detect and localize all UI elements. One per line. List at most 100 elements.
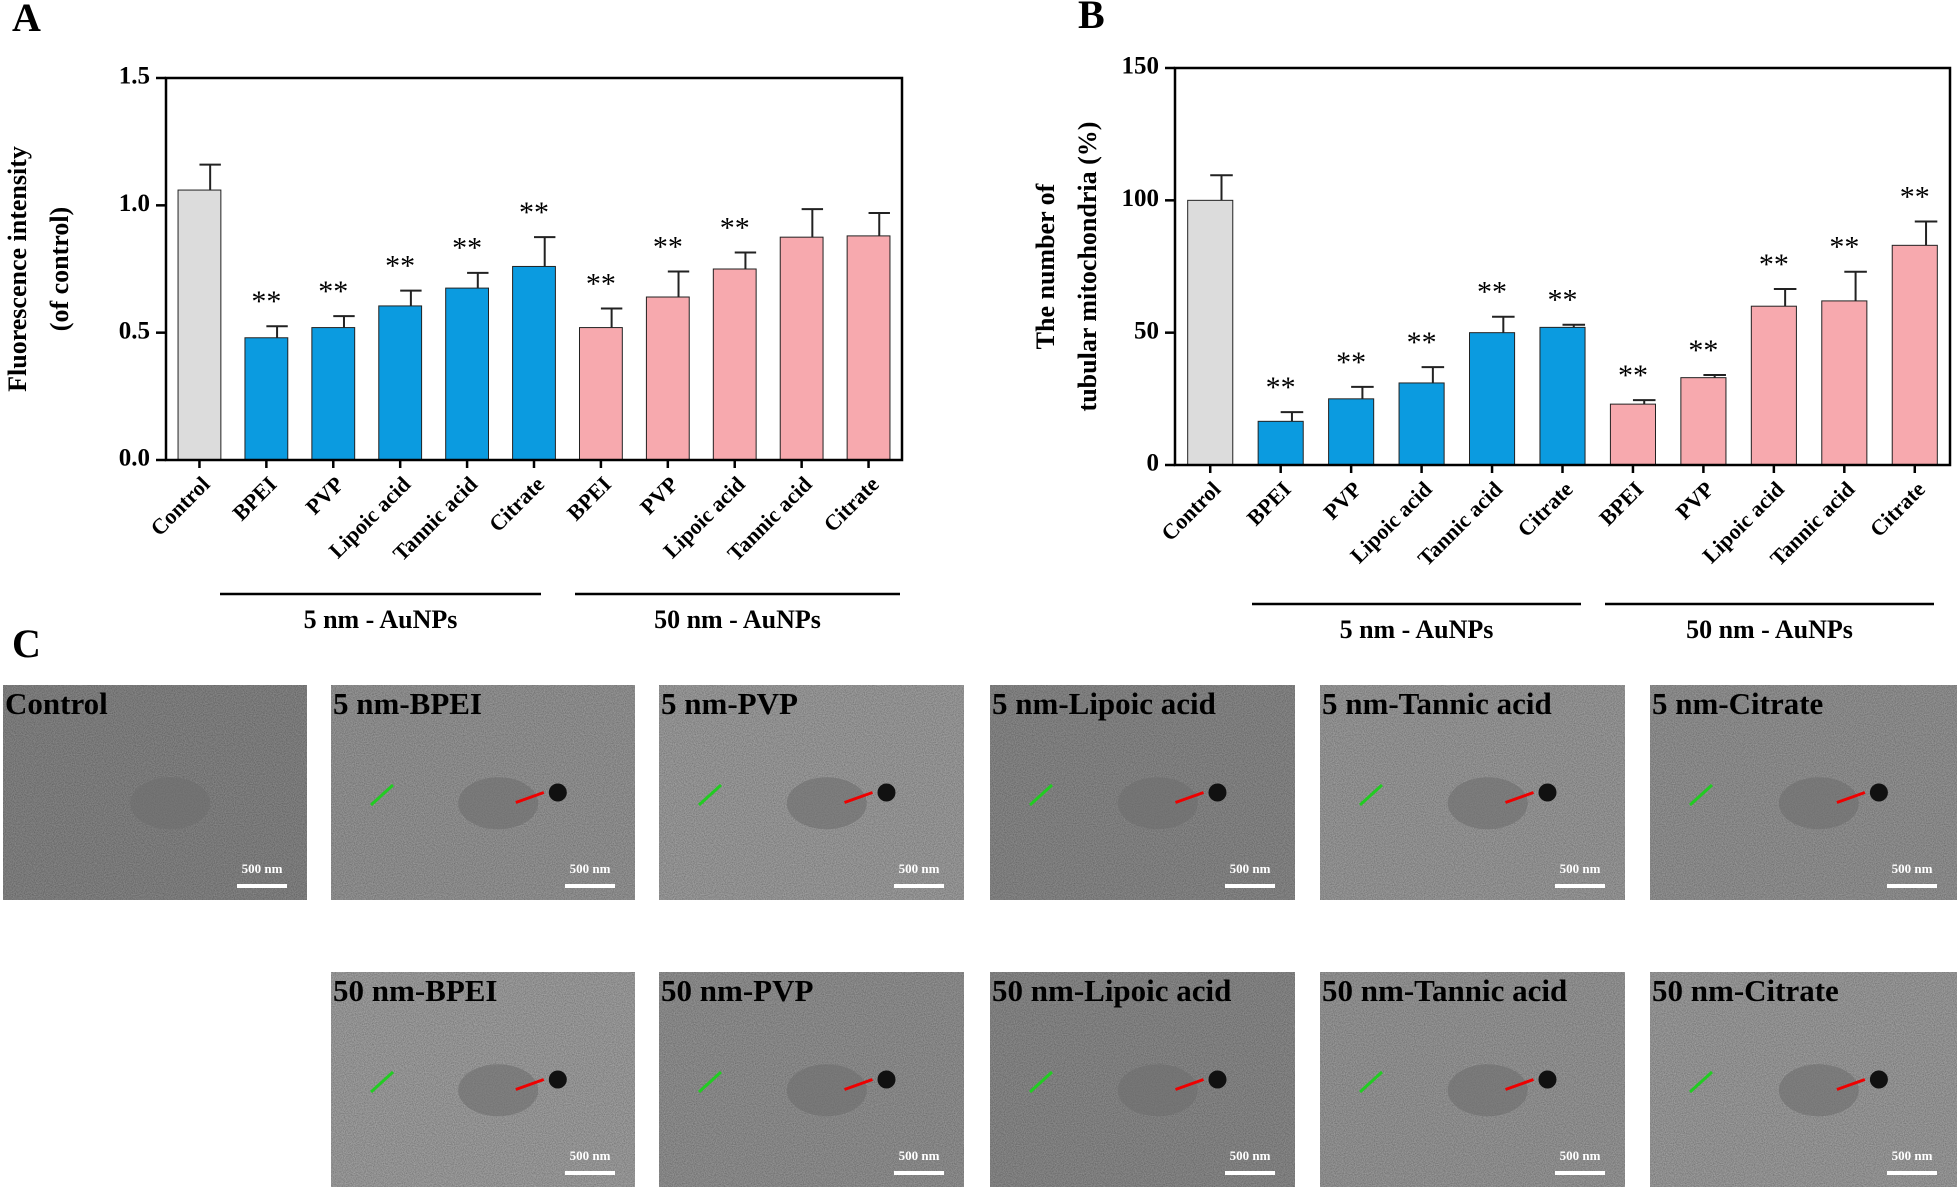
significance-label: ** <box>1266 371 1296 404</box>
micrograph: 5 nm-PVP 500 nm <box>659 685 964 900</box>
panel-label: B <box>1078 0 1105 37</box>
significance-label: ** <box>452 232 482 265</box>
scale-bar-label: 500 nm <box>1892 861 1933 876</box>
scale-bar-label: 500 nm <box>1560 1148 1601 1163</box>
scale-bar-label: 500 nm <box>899 861 940 876</box>
bar <box>846 235 891 461</box>
organelle <box>1778 777 1859 830</box>
green-arrow <box>1028 783 1054 807</box>
plot-frame <box>164 76 904 462</box>
bar <box>1398 382 1445 466</box>
nanoparticle <box>1208 783 1227 802</box>
bar <box>1680 377 1727 466</box>
micrograph-label: 50 nm-Citrate <box>1652 973 1839 1008</box>
micrograph: 50 nm-BPEI 500 nm <box>331 972 635 1187</box>
micrograph-label: 50 nm-Tannic acid <box>1322 973 1567 1008</box>
y-axis-label: Fluorescence intensity <box>3 146 32 392</box>
micrograph-label: 5 nm-Lipoic acid <box>992 686 1216 721</box>
bar <box>1257 420 1304 466</box>
bar <box>177 189 222 461</box>
bar <box>244 337 289 461</box>
bar <box>1187 199 1234 466</box>
group-label: 50 nm - AuNPs <box>654 605 821 634</box>
green-arrow <box>697 783 723 807</box>
y-tick-label: 1.0 <box>119 190 150 217</box>
red-arrow <box>1174 791 1205 804</box>
green-arrow <box>369 1070 395 1094</box>
red-arrow <box>843 791 874 804</box>
x-tick-label: PVP <box>635 471 683 519</box>
nanoparticle <box>1538 783 1557 802</box>
organelle <box>786 1064 867 1117</box>
y-tick-label: 50 <box>1134 317 1159 344</box>
scale-bar-label: 500 nm <box>1230 1148 1271 1163</box>
nanoparticle <box>548 1070 567 1089</box>
red-arrow <box>843 1078 874 1091</box>
red-arrow <box>1836 791 1866 804</box>
organelle <box>1447 777 1528 830</box>
green-arrow <box>1688 783 1714 807</box>
y-axis-label: tubular mitochondria (%) <box>1073 122 1102 412</box>
bar <box>512 265 556 461</box>
green-arrow <box>1358 783 1384 807</box>
x-tick-label: Citrate <box>1865 476 1930 541</box>
organelle <box>458 1064 539 1117</box>
organelle <box>1447 1064 1528 1117</box>
y-tick-label: 0 <box>1147 450 1160 477</box>
organelle <box>130 777 211 830</box>
green-arrow <box>697 1070 723 1094</box>
micrograph-label: 5 nm-PVP <box>661 686 798 721</box>
bar <box>1328 398 1375 466</box>
significance-label: ** <box>1759 248 1789 281</box>
nanoparticle <box>1208 1070 1227 1089</box>
panel-label: A <box>12 0 41 40</box>
micrograph-label: 50 nm-BPEI <box>333 973 498 1008</box>
green-arrow <box>1688 1070 1714 1094</box>
significance-label: ** <box>1407 326 1437 359</box>
x-tick-label: Control <box>145 471 214 540</box>
bar <box>311 327 356 461</box>
x-tick-label: Control <box>1156 476 1225 545</box>
significance-label: ** <box>1829 231 1859 264</box>
micrograph: 5 nm-Lipoic acid 500 nm <box>990 685 1295 900</box>
significance-label: ** <box>586 267 616 300</box>
significance-label: ** <box>653 230 683 263</box>
significance-label: ** <box>720 211 750 244</box>
significance-label: ** <box>385 250 415 283</box>
nanoparticle <box>1538 1070 1557 1089</box>
chart: A Fluorescence intensity (of control) 0.0 0.… <box>3 0 904 634</box>
micrograph-label: 50 nm-Lipoic acid <box>992 973 1231 1008</box>
green-arrow <box>1358 1070 1384 1094</box>
x-tick-label: PVP <box>300 471 348 519</box>
nanoparticle <box>1869 1070 1888 1089</box>
y-tick-label: 100 <box>1122 185 1160 212</box>
micrograph: 50 nm-Lipoic acid 500 nm <box>990 972 1295 1187</box>
micrograph-label: 5 nm-BPEI <box>333 686 482 721</box>
red-arrow <box>1174 1078 1205 1091</box>
y-tick-label: 0.0 <box>119 445 150 472</box>
y-tick-label: 0.5 <box>119 317 150 344</box>
bar <box>1821 300 1868 466</box>
bar <box>1539 326 1586 466</box>
bar <box>1609 403 1656 466</box>
x-tick-label: BPEI <box>1594 476 1648 530</box>
x-tick-label: BPEI <box>227 471 281 525</box>
scale-bar-label: 500 nm <box>1230 861 1271 876</box>
significance-label: ** <box>1477 276 1507 309</box>
group-label: 50 nm - AuNPs <box>1686 615 1853 644</box>
panel-label: C <box>12 621 41 666</box>
micrograph-label: 5 nm-Tannic acid <box>1322 686 1552 721</box>
x-tick-label: Citrate <box>818 471 883 536</box>
plot-frame <box>1173 66 1952 467</box>
organelle <box>1117 777 1198 830</box>
micrograph: 5 nm-BPEI 500 nm <box>331 685 635 900</box>
organelle <box>458 777 539 830</box>
micrograph: 5 nm-Citrate 500 nm <box>1650 685 1957 900</box>
organelle <box>1778 1064 1859 1117</box>
bar <box>445 287 490 461</box>
red-arrow <box>1504 1078 1535 1091</box>
x-tick-label: PVP <box>1318 476 1366 524</box>
micrograph-label: 50 nm-PVP <box>661 973 813 1008</box>
y-tick-label: 1.5 <box>119 63 150 90</box>
